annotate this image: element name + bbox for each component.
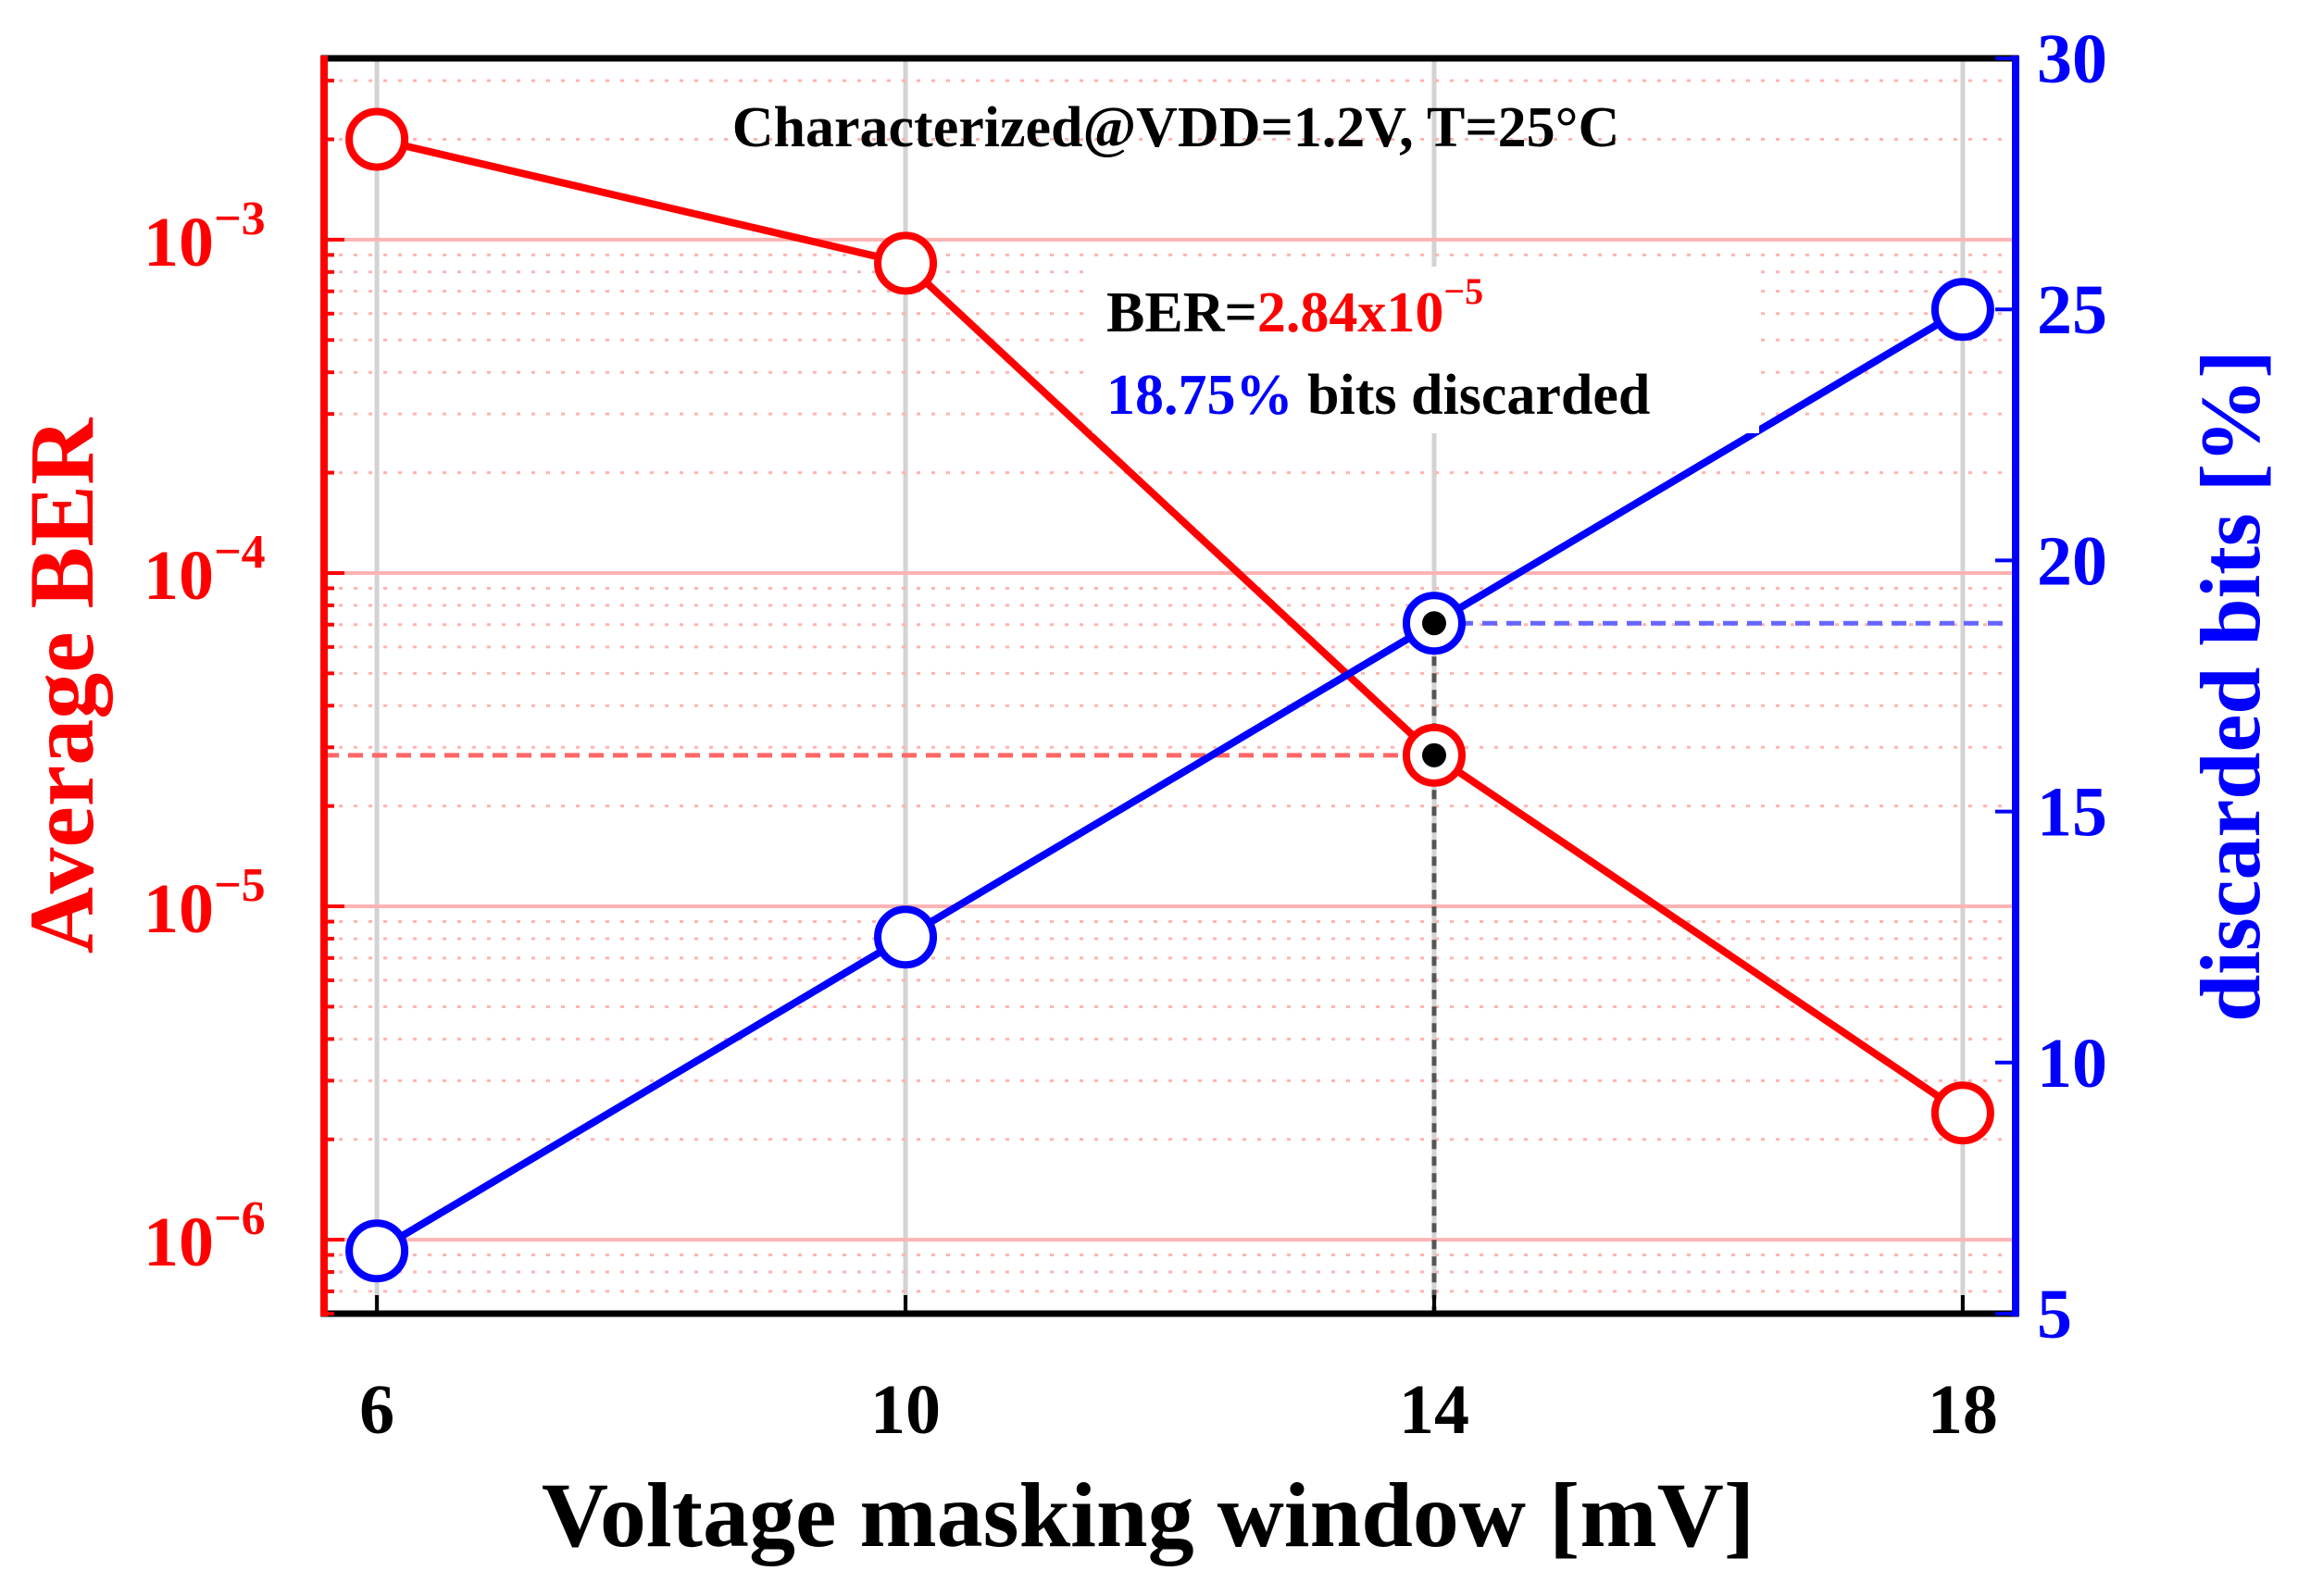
left-tick-label-base: 10 — [144, 1203, 214, 1281]
right-tick-label-20: 20 — [2037, 522, 2107, 600]
ber-point-18 — [1930, 1081, 1994, 1145]
x-tick-label-14: 14 — [1399, 1371, 1469, 1449]
ber-annotation-exponent: −5 — [1443, 270, 1483, 312]
x-tick-label-18: 18 — [1928, 1371, 1998, 1449]
discard-annotation-value: 18.75% — [1106, 364, 1293, 427]
left-axis-title: Average BER — [10, 417, 113, 954]
left-tick-label: 10−4 — [144, 526, 266, 615]
right-tick-label-25: 25 — [2037, 271, 2107, 349]
ber-annotation-value: 2.84x10 — [1257, 281, 1444, 344]
left-tick-label: 10−5 — [144, 859, 266, 948]
left-tick-label-base: 10 — [144, 537, 214, 615]
left-tick-label-exponent: −4 — [214, 526, 266, 579]
series-layer — [345, 107, 1994, 1283]
ber-series-line — [376, 135, 1966, 1116]
left-tick-label-base: 10 — [144, 870, 214, 948]
ber-annotation: BER=2.84x10−5 — [1106, 270, 1483, 344]
x-tick-label-10: 10 — [870, 1371, 941, 1449]
ber-point-6 — [345, 107, 409, 171]
left-tick-label-exponent: −5 — [214, 859, 266, 912]
left-tick-label: 10−6 — [144, 1192, 266, 1281]
grid-layer — [324, 58, 2016, 1315]
right-tick-label-15: 15 — [2037, 774, 2107, 852]
right-tick-label-10: 10 — [2037, 1025, 2107, 1103]
right-axis-title: discarded bits [%] — [2183, 350, 2278, 1022]
plot-frame — [320, 55, 2019, 1317]
discard-annotation: 18.75% bits discarded — [1106, 364, 1650, 427]
left-tick-label: 10−3 — [144, 193, 266, 281]
left-tick-label-base: 10 — [144, 204, 214, 281]
ber-annotation-label: BER= — [1106, 281, 1257, 344]
left-tick-label-exponent: −6 — [214, 1192, 266, 1245]
annotation-box — [1093, 267, 1759, 433]
left-tick-label-exponent: −3 — [214, 193, 266, 245]
right-tick-label-30: 30 — [2037, 20, 2107, 98]
x-axis-title: Voltage masking window [mV] — [542, 1464, 1755, 1566]
discarded-point-18 — [1930, 278, 1994, 342]
discarded-series-line — [375, 305, 1965, 1254]
ber-highlight-dot — [1421, 742, 1446, 767]
guide-layer — [324, 620, 2016, 1314]
discard-highlight-dot — [1421, 611, 1446, 636]
right-tick-label-5: 5 — [2037, 1276, 2072, 1353]
condition-annotation: Characterized@VDD=1.2V, T=25°C — [732, 96, 1619, 159]
tick-layer — [324, 56, 2016, 1315]
discard-annotation-label: bits discarded — [1293, 364, 1651, 427]
x-tick-label-6: 6 — [359, 1371, 394, 1449]
discarded-point-6 — [345, 1219, 409, 1283]
discarded-point-10 — [874, 905, 938, 969]
ber-point-10 — [874, 231, 938, 295]
